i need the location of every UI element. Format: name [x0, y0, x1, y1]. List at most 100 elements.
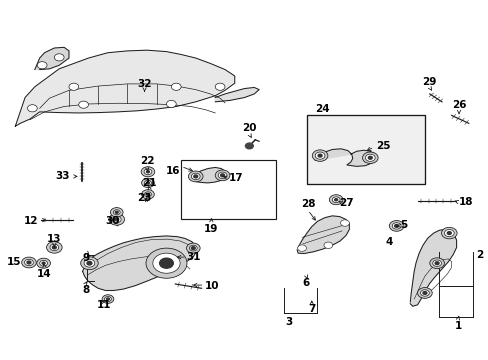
Circle shape	[109, 214, 124, 225]
Text: 9: 9	[82, 253, 89, 263]
Circle shape	[191, 247, 195, 249]
Circle shape	[153, 253, 180, 273]
Text: 18: 18	[458, 197, 472, 207]
Circle shape	[37, 62, 47, 69]
Text: 6: 6	[302, 278, 309, 288]
Polygon shape	[82, 236, 196, 291]
Circle shape	[312, 150, 327, 161]
Circle shape	[441, 227, 456, 239]
Text: 33: 33	[55, 171, 70, 181]
Bar	[306, 116, 424, 184]
Circle shape	[422, 292, 426, 294]
Circle shape	[84, 259, 95, 267]
Circle shape	[144, 180, 151, 185]
Circle shape	[144, 192, 151, 197]
Text: 3: 3	[285, 317, 292, 327]
Circle shape	[42, 262, 45, 264]
Text: 21: 21	[142, 178, 156, 188]
Text: 4: 4	[385, 237, 392, 247]
Text: 5: 5	[400, 220, 407, 230]
Circle shape	[146, 193, 149, 195]
Circle shape	[331, 197, 339, 203]
Text: 31: 31	[185, 252, 200, 262]
Circle shape	[27, 261, 31, 264]
Text: 32: 32	[137, 78, 151, 89]
Circle shape	[24, 259, 33, 266]
Circle shape	[50, 244, 59, 251]
Circle shape	[189, 245, 197, 251]
Circle shape	[429, 258, 444, 269]
Circle shape	[215, 170, 229, 181]
Circle shape	[40, 260, 47, 266]
Text: 14: 14	[37, 269, 52, 279]
Polygon shape	[15, 50, 234, 126]
Circle shape	[115, 211, 118, 213]
Circle shape	[113, 210, 120, 215]
Circle shape	[315, 152, 325, 159]
Circle shape	[362, 152, 377, 163]
Circle shape	[27, 105, 37, 112]
Circle shape	[102, 295, 114, 303]
Text: 13: 13	[47, 234, 61, 244]
Polygon shape	[215, 87, 259, 102]
Circle shape	[334, 199, 337, 201]
Circle shape	[52, 246, 56, 249]
Circle shape	[444, 229, 453, 237]
Circle shape	[142, 190, 154, 199]
Circle shape	[329, 195, 342, 205]
Circle shape	[146, 182, 149, 184]
Circle shape	[432, 260, 441, 266]
Circle shape	[159, 258, 173, 268]
Text: 24: 24	[315, 104, 329, 114]
Circle shape	[79, 101, 88, 108]
Circle shape	[112, 216, 121, 223]
Circle shape	[391, 223, 400, 229]
Bar	[306, 116, 424, 184]
Text: 20: 20	[242, 123, 256, 134]
Text: 16: 16	[165, 166, 180, 176]
Circle shape	[420, 290, 428, 296]
Circle shape	[186, 243, 200, 253]
Text: 23: 23	[137, 193, 151, 203]
Circle shape	[171, 83, 181, 90]
Polygon shape	[315, 149, 375, 166]
Circle shape	[21, 257, 36, 268]
Circle shape	[144, 169, 152, 175]
Circle shape	[104, 297, 111, 302]
Text: 22: 22	[140, 156, 154, 166]
Text: 11: 11	[97, 300, 112, 310]
Circle shape	[110, 208, 123, 217]
Text: 19: 19	[203, 224, 218, 234]
Text: 30: 30	[105, 216, 120, 226]
Polygon shape	[297, 216, 348, 253]
Circle shape	[188, 171, 203, 182]
Circle shape	[447, 231, 450, 234]
Circle shape	[142, 178, 154, 188]
Circle shape	[106, 298, 109, 300]
Circle shape	[54, 54, 64, 61]
Circle shape	[220, 174, 224, 177]
Circle shape	[215, 83, 224, 90]
Text: 29: 29	[422, 77, 436, 87]
Circle shape	[87, 261, 92, 265]
Text: 1: 1	[453, 320, 461, 330]
Text: 26: 26	[451, 100, 466, 110]
Polygon shape	[409, 229, 456, 306]
Text: 15: 15	[7, 257, 21, 267]
Bar	[181, 160, 276, 220]
Polygon shape	[35, 47, 69, 69]
Text: 7: 7	[307, 304, 315, 314]
Circle shape	[81, 257, 98, 270]
Circle shape	[417, 288, 431, 298]
Circle shape	[245, 143, 253, 149]
Text: 12: 12	[24, 216, 39, 226]
Circle shape	[166, 100, 176, 108]
Circle shape	[297, 245, 306, 251]
Circle shape	[388, 221, 403, 231]
Text: 2: 2	[475, 250, 482, 260]
Polygon shape	[190, 167, 225, 183]
Circle shape	[193, 175, 197, 178]
Circle shape	[340, 220, 348, 226]
Text: 28: 28	[300, 199, 314, 210]
Circle shape	[365, 154, 374, 161]
